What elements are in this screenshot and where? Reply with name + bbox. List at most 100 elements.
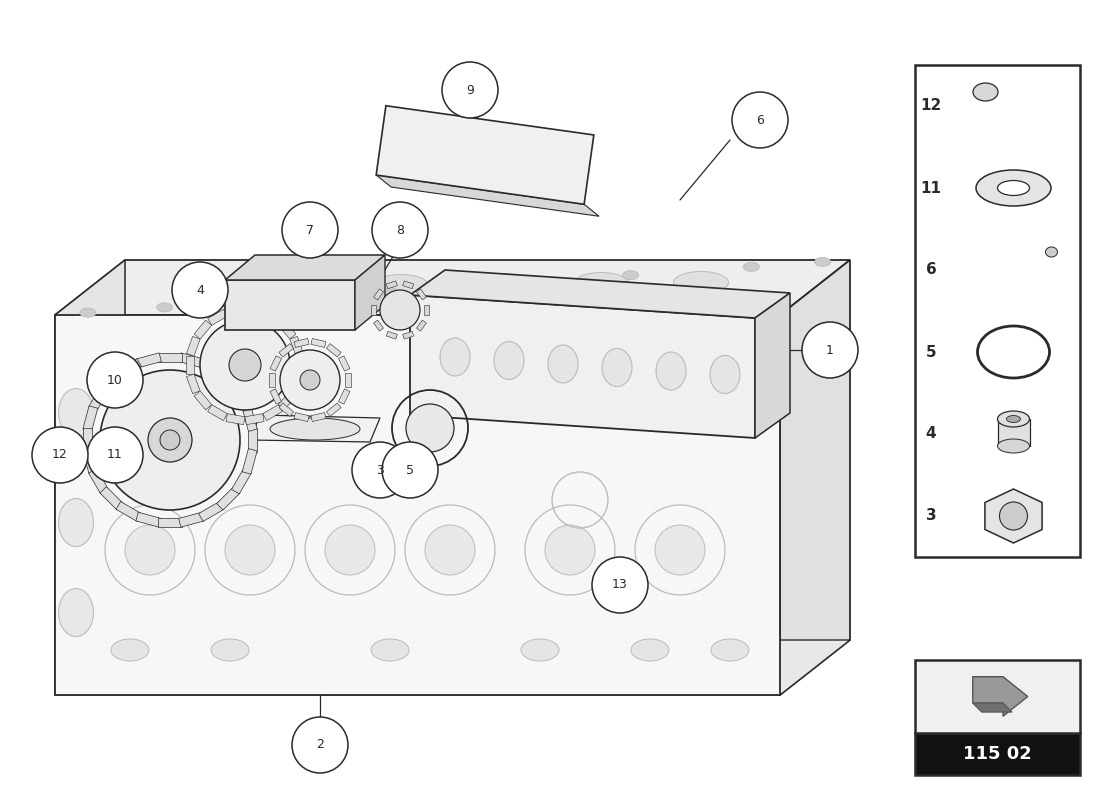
- Ellipse shape: [174, 277, 229, 298]
- Text: 6: 6: [756, 114, 763, 126]
- Ellipse shape: [125, 525, 175, 575]
- Polygon shape: [410, 295, 755, 438]
- Circle shape: [442, 62, 498, 118]
- Ellipse shape: [654, 525, 705, 575]
- Polygon shape: [374, 289, 384, 300]
- Polygon shape: [82, 406, 98, 431]
- Polygon shape: [187, 374, 200, 394]
- Polygon shape: [158, 353, 182, 362]
- Circle shape: [292, 717, 348, 773]
- Polygon shape: [199, 358, 224, 378]
- Text: 5: 5: [406, 463, 414, 477]
- Ellipse shape: [521, 639, 559, 661]
- Polygon shape: [915, 65, 1080, 557]
- Polygon shape: [374, 320, 384, 331]
- Ellipse shape: [544, 525, 595, 575]
- Polygon shape: [270, 389, 282, 404]
- Polygon shape: [376, 175, 600, 216]
- Polygon shape: [55, 260, 850, 315]
- Circle shape: [282, 202, 338, 258]
- Circle shape: [87, 352, 143, 408]
- Polygon shape: [972, 677, 1027, 716]
- Ellipse shape: [211, 639, 249, 661]
- Polygon shape: [89, 386, 109, 411]
- Circle shape: [592, 557, 648, 613]
- Polygon shape: [294, 413, 309, 422]
- Text: 8: 8: [396, 223, 404, 237]
- Ellipse shape: [156, 303, 173, 312]
- Polygon shape: [296, 356, 304, 374]
- Text: 5: 5: [926, 345, 936, 359]
- Polygon shape: [245, 306, 264, 316]
- Ellipse shape: [573, 273, 628, 294]
- Polygon shape: [55, 315, 780, 695]
- Circle shape: [732, 92, 788, 148]
- Polygon shape: [199, 502, 224, 522]
- Polygon shape: [289, 374, 304, 394]
- Polygon shape: [187, 336, 200, 356]
- Ellipse shape: [473, 274, 528, 295]
- Circle shape: [32, 427, 88, 483]
- Polygon shape: [972, 703, 1012, 712]
- Ellipse shape: [250, 297, 266, 306]
- Polygon shape: [226, 414, 245, 425]
- Circle shape: [352, 442, 408, 498]
- Polygon shape: [386, 331, 397, 339]
- Circle shape: [372, 202, 428, 258]
- Polygon shape: [386, 281, 397, 289]
- Ellipse shape: [548, 345, 578, 383]
- Text: 10: 10: [107, 374, 123, 386]
- Polygon shape: [311, 413, 326, 422]
- Circle shape: [1000, 502, 1027, 530]
- Ellipse shape: [815, 258, 830, 266]
- Polygon shape: [217, 370, 240, 394]
- Text: a passion for parts since 1985: a passion for parts since 1985: [187, 474, 652, 506]
- Ellipse shape: [976, 170, 1050, 206]
- Polygon shape: [403, 281, 414, 289]
- Ellipse shape: [998, 181, 1030, 195]
- Polygon shape: [217, 486, 240, 510]
- Ellipse shape: [711, 639, 749, 661]
- Polygon shape: [424, 305, 429, 315]
- Polygon shape: [371, 305, 376, 315]
- Circle shape: [87, 427, 143, 483]
- Polygon shape: [89, 469, 109, 494]
- Polygon shape: [231, 386, 251, 411]
- Polygon shape: [231, 469, 251, 494]
- Ellipse shape: [58, 389, 94, 437]
- Polygon shape: [263, 405, 283, 421]
- Text: 4: 4: [926, 426, 936, 442]
- Text: 3: 3: [926, 509, 936, 523]
- Polygon shape: [311, 338, 326, 347]
- Ellipse shape: [58, 498, 94, 546]
- Polygon shape: [403, 331, 414, 339]
- Polygon shape: [339, 389, 350, 404]
- Polygon shape: [158, 518, 182, 527]
- Text: 12: 12: [921, 98, 942, 114]
- Ellipse shape: [998, 439, 1030, 453]
- Polygon shape: [270, 373, 275, 387]
- Ellipse shape: [631, 639, 669, 661]
- Polygon shape: [327, 403, 341, 417]
- Polygon shape: [279, 403, 294, 417]
- Ellipse shape: [744, 262, 759, 271]
- Ellipse shape: [602, 349, 632, 386]
- Text: 2: 2: [316, 738, 323, 751]
- Polygon shape: [339, 356, 350, 371]
- Ellipse shape: [673, 271, 728, 294]
- Ellipse shape: [58, 589, 94, 637]
- Polygon shape: [250, 415, 380, 442]
- Polygon shape: [117, 358, 142, 378]
- Circle shape: [148, 418, 192, 462]
- Polygon shape: [263, 310, 283, 326]
- Polygon shape: [55, 640, 850, 695]
- Text: 6: 6: [925, 262, 936, 278]
- Ellipse shape: [374, 274, 429, 297]
- Circle shape: [379, 290, 420, 330]
- Ellipse shape: [1006, 415, 1021, 422]
- Polygon shape: [355, 255, 385, 330]
- Polygon shape: [915, 733, 1080, 775]
- Ellipse shape: [324, 525, 375, 575]
- Ellipse shape: [274, 275, 329, 298]
- Polygon shape: [278, 391, 296, 410]
